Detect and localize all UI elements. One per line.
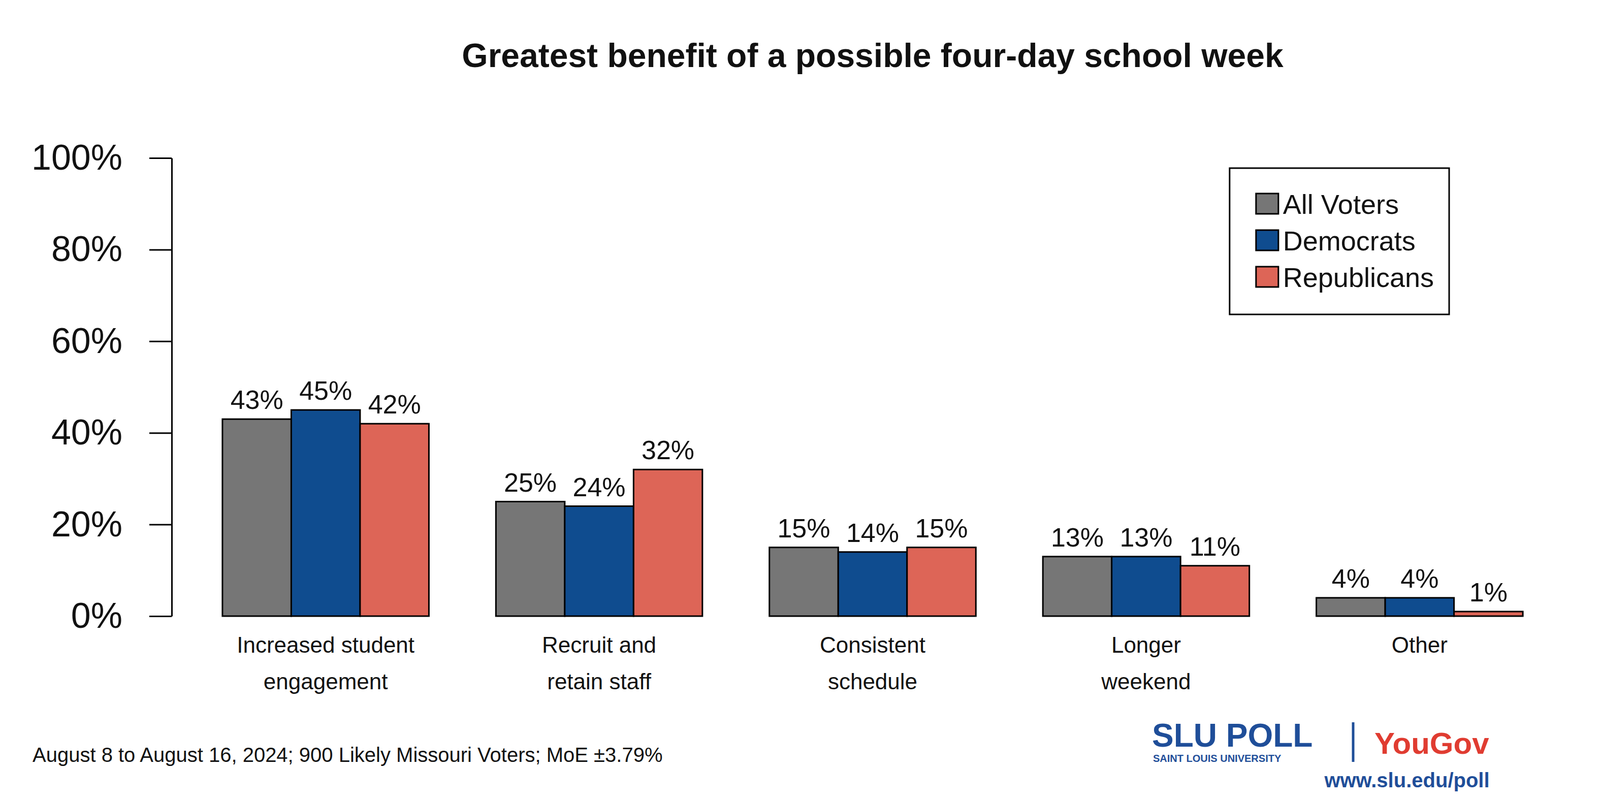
y-tick-mark [149, 340, 172, 343]
data-label: 25% [503, 467, 557, 498]
y-tick-label: 0% [71, 595, 123, 636]
y-tick-mark [149, 615, 172, 618]
y-tick-mark [149, 432, 172, 434]
y-tick-label: 20% [51, 504, 123, 544]
y-axis-line [171, 158, 173, 617]
data-label: 13% [1119, 522, 1173, 553]
bar [838, 552, 908, 617]
y-tick-label: 80% [51, 229, 123, 269]
x-tick-label: Other [1391, 632, 1448, 658]
annotation: YouGov [1374, 726, 1490, 761]
bar [1042, 556, 1112, 617]
bars [222, 409, 1523, 617]
y-tick: 0% [71, 595, 172, 636]
data-label: 14% [846, 518, 900, 548]
annotation: August 8 to August 16, 2024; 900 Likely … [32, 743, 663, 766]
bar [907, 547, 977, 617]
data-label: 15% [777, 513, 830, 543]
x-axis: Increased studentengagement Recruit andre… [236, 632, 1448, 694]
bar [1180, 565, 1250, 617]
data-label: 24% [572, 472, 626, 502]
y-axis: 0% 20% 40% 60% 80% 100% [31, 137, 173, 636]
legend: All Voters Democrats Republicans [1229, 168, 1450, 315]
data-label: 32% [641, 435, 695, 465]
x-tick-label: Consistentschedule [819, 632, 926, 694]
x-tick-label: Recruit andretain staff [541, 632, 657, 694]
y-tick-label: 100% [31, 137, 123, 178]
bar [564, 506, 634, 617]
annotation: SLU POLL [1152, 717, 1313, 754]
data-label: 42% [368, 389, 422, 420]
data-label: 1% [1469, 577, 1508, 607]
y-tick: 20% [51, 504, 172, 544]
x-tick-label: Increased studentengagement [236, 632, 415, 694]
legend-swatch [1256, 230, 1279, 251]
bar [222, 419, 292, 617]
logo-separator [1352, 722, 1355, 762]
bar [1454, 611, 1524, 617]
x-tick-label: Longerweekend [1100, 632, 1191, 694]
bar [495, 501, 565, 617]
y-tick-label: 60% [51, 321, 123, 361]
annotation: SAINT LOUIS UNIVERSITY [1153, 752, 1282, 764]
legend-label: Republicans [1283, 262, 1434, 293]
y-tick-label: 40% [51, 412, 123, 453]
bar [1111, 556, 1181, 617]
data-label: 4% [1331, 563, 1370, 594]
y-tick: 40% [51, 412, 172, 453]
y-tick: 100% [31, 137, 172, 178]
y-tick: 60% [51, 321, 172, 361]
y-tick: 80% [51, 229, 172, 269]
data-label: 43% [230, 385, 284, 415]
chart: Greatest benefit of a possible four-day … [0, 0, 1600, 800]
bar [291, 409, 361, 617]
annotation: www.slu.edu/poll [1323, 769, 1490, 792]
data-label: 45% [299, 375, 352, 406]
bar [360, 423, 430, 617]
bar [769, 547, 839, 617]
legend-swatch [1256, 266, 1279, 287]
bar [1385, 597, 1455, 617]
y-tick-mark [149, 248, 172, 251]
legend-label: Democrats [1283, 225, 1416, 256]
data-labels: 43% 25% 15% 13% 4% 45% 24% 14% 13% 4% 42% 32% 15% 11%… [230, 375, 1508, 607]
data-label: 13% [1050, 522, 1104, 553]
bar [1316, 597, 1386, 617]
data-label: 15% [914, 513, 968, 543]
legend-box [1229, 168, 1450, 315]
data-label: 4% [1400, 563, 1439, 594]
legend-label: All Voters [1283, 188, 1399, 220]
y-tick-mark [149, 157, 172, 159]
annotations: August 8 to August 16, 2024; 900 Likely … [32, 717, 1490, 792]
bar [633, 469, 703, 617]
y-tick-mark [149, 524, 172, 526]
data-label: 11% [1189, 531, 1241, 562]
legend-swatch [1256, 193, 1279, 214]
title: Greatest benefit of a possible four-day … [461, 36, 1284, 75]
